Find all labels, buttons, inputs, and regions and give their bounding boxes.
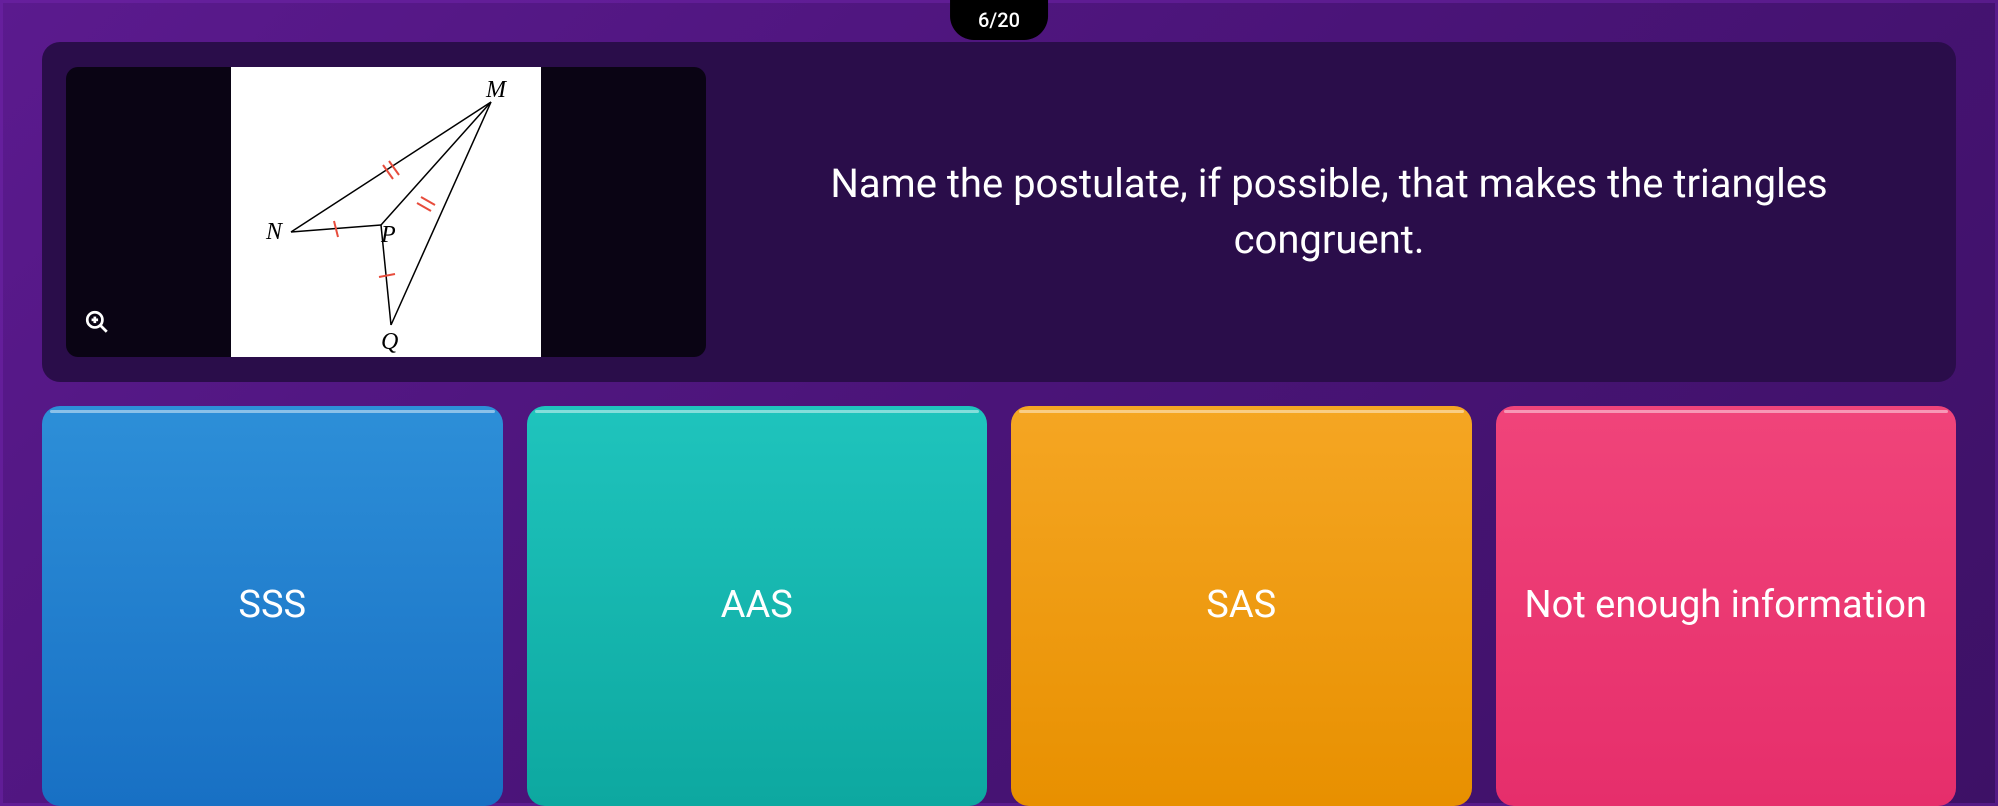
- svg-text:M: M: [485, 77, 508, 103]
- question-image-container: M N P Q: [66, 67, 706, 357]
- question-card: M N P Q Name the postulate, if possible,…: [42, 42, 1956, 382]
- svg-text:P: P: [380, 222, 396, 248]
- answer-label: AAS: [721, 581, 793, 630]
- answer-option-1[interactable]: AAS: [527, 406, 988, 806]
- answers-grid: SSS AAS SAS Not enough information: [42, 406, 1956, 806]
- progress-text: 6/20: [978, 8, 1020, 32]
- question-text: Name the postulate, if possible, that ma…: [746, 156, 1932, 268]
- zoom-icon[interactable]: [84, 309, 110, 339]
- answer-label: Not enough information: [1525, 581, 1927, 630]
- answer-option-0[interactable]: SSS: [42, 406, 503, 806]
- main-container: M N P Q Name the postulate, if possible,…: [0, 0, 1998, 806]
- svg-text:Q: Q: [381, 329, 398, 355]
- answer-label: SSS: [238, 581, 306, 630]
- progress-indicator: 6/20: [950, 0, 1048, 40]
- answer-label: SAS: [1206, 581, 1276, 630]
- svg-text:N: N: [265, 219, 284, 245]
- answer-option-2[interactable]: SAS: [1011, 406, 1472, 806]
- triangle-diagram: M N P Q: [231, 67, 541, 357]
- answer-option-3[interactable]: Not enough information: [1496, 406, 1957, 806]
